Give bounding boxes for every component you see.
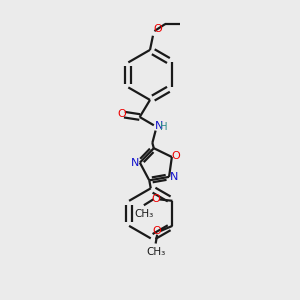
Text: CH₃: CH₃ <box>134 209 153 219</box>
Text: N: N <box>155 121 164 131</box>
Text: O: O <box>151 194 160 204</box>
Text: N: N <box>169 172 178 182</box>
Text: O: O <box>172 151 180 161</box>
Text: O: O <box>117 110 126 119</box>
Text: N: N <box>131 158 139 168</box>
Text: O: O <box>152 226 161 236</box>
Text: CH₃: CH₃ <box>146 247 165 257</box>
Text: O: O <box>154 24 163 34</box>
Text: H: H <box>160 122 167 132</box>
